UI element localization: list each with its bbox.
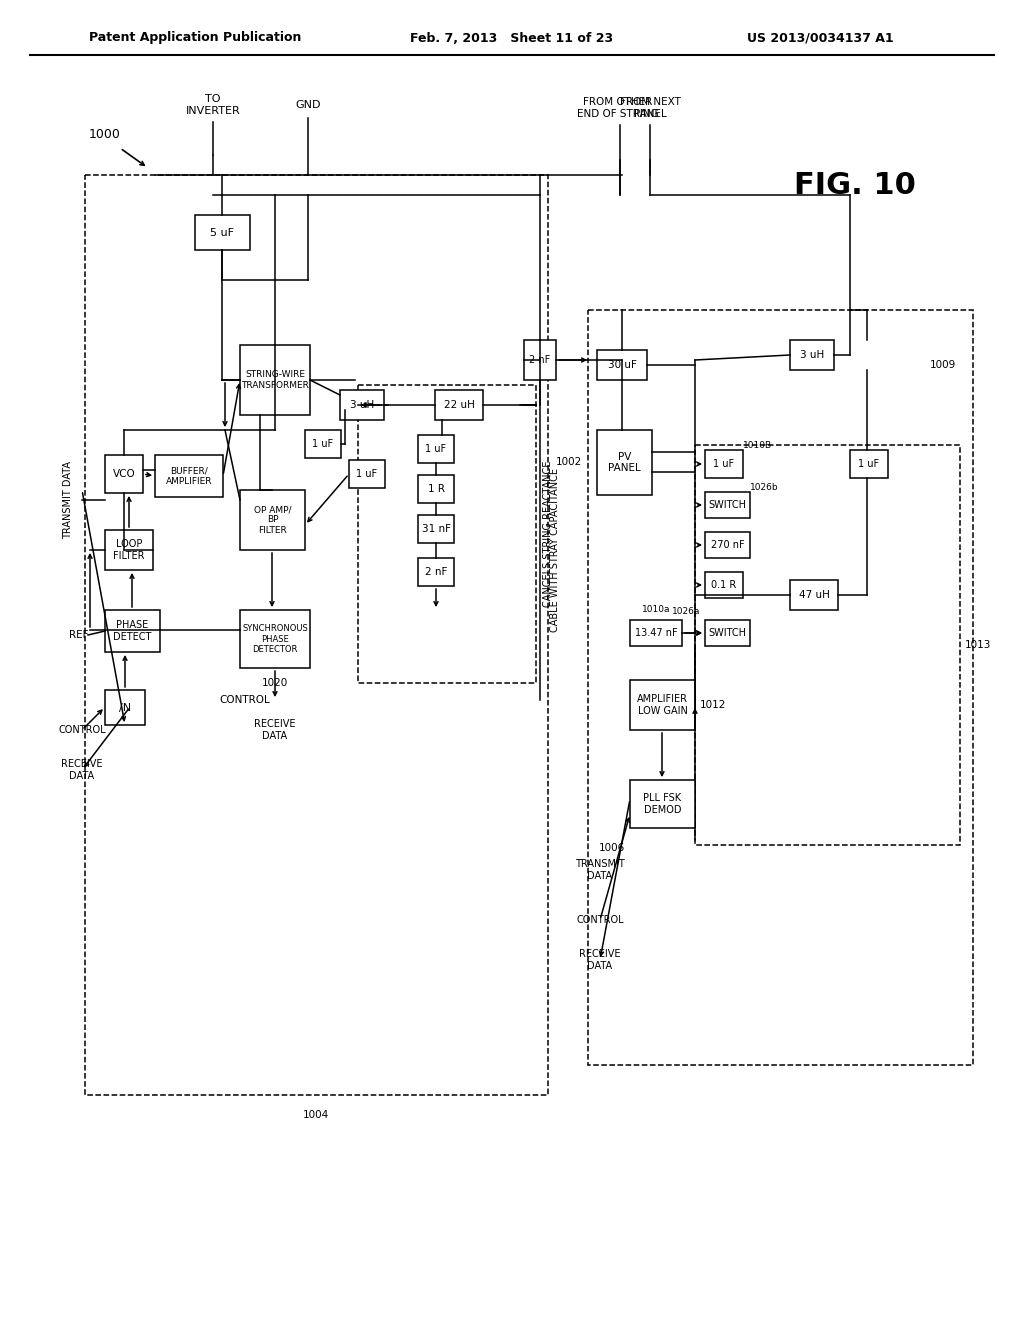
Bar (435, 389, 483, 420)
Text: 1 uF: 1 uF (714, 459, 734, 469)
Bar (418, 475, 454, 503)
Text: FIG. 10: FIG. 10 (794, 170, 915, 199)
Bar (705, 450, 743, 478)
Text: 1006: 1006 (599, 843, 625, 853)
Bar (695, 445, 961, 845)
Bar (418, 436, 454, 463)
Text: 1 uF: 1 uF (858, 459, 880, 469)
Bar (85, 176, 548, 1096)
Text: 3 uH: 3 uH (350, 400, 374, 411)
Bar (358, 385, 536, 682)
Text: LOOP
FILTER: LOOP FILTER (114, 539, 144, 561)
Text: RECEIVE
DATA: RECEIVE DATA (254, 719, 296, 741)
Bar (705, 532, 750, 558)
Text: RECEIVE
DATA: RECEIVE DATA (580, 949, 621, 970)
Text: 270 nF: 270 nF (711, 540, 744, 550)
Bar (105, 531, 153, 570)
Text: SYNCHRONOUS
PHASE
DETECTOR: SYNCHRONOUS PHASE DETECTOR (242, 624, 308, 653)
Bar (105, 610, 160, 652)
Text: 1 uF: 1 uF (356, 469, 378, 479)
Text: PV
PANEL: PV PANEL (608, 451, 641, 474)
Bar (418, 515, 454, 543)
Text: Patent Application Publication: Patent Application Publication (89, 32, 301, 45)
Text: BUFFER/
AMPLIFIER: BUFFER/ AMPLIFIER (166, 466, 212, 486)
Text: VCO: VCO (113, 469, 135, 479)
Bar (630, 780, 695, 828)
Text: /N: /N (119, 702, 131, 713)
Text: CABLE WITH STRAY CAPACITANCE: CABLE WITH STRAY CAPACITANCE (550, 469, 560, 632)
Text: CONTROL: CONTROL (58, 725, 105, 735)
Bar (240, 610, 310, 668)
Bar (105, 690, 145, 725)
Text: US 2013/0034137 A1: US 2013/0034137 A1 (746, 32, 893, 45)
Text: 1000: 1000 (89, 128, 121, 141)
Text: 1 uF: 1 uF (312, 440, 334, 449)
Text: 1002: 1002 (556, 457, 582, 467)
Text: 3 uH: 3 uH (800, 350, 824, 360)
Bar (630, 620, 682, 645)
Bar (630, 680, 695, 730)
Text: CONTROL: CONTROL (219, 696, 270, 705)
Text: 1 uF: 1 uF (425, 444, 446, 454)
Text: FROM NEXT
PANEL: FROM NEXT PANEL (620, 98, 680, 119)
Text: CANCELS STRING REACTANCE: CANCELS STRING REACTANCE (543, 461, 553, 607)
Bar (240, 490, 305, 550)
Text: SWITCH: SWITCH (709, 500, 746, 510)
Text: 2 nF: 2 nF (425, 568, 447, 577)
Text: 47 uH: 47 uH (799, 590, 829, 601)
Text: REF: REF (69, 630, 88, 640)
Bar (705, 572, 743, 598)
Text: TO
INVERTER: TO INVERTER (185, 94, 241, 116)
Text: SWITCH: SWITCH (709, 628, 746, 638)
Bar (705, 492, 750, 517)
Bar (240, 345, 310, 414)
Text: FROM OTHER
END OF STRING: FROM OTHER END OF STRING (578, 98, 658, 119)
Text: 13.47 nF: 13.47 nF (635, 628, 677, 638)
Text: PLL FSK
DEMOD: PLL FSK DEMOD (643, 793, 682, 814)
Text: 2 nF: 2 nF (529, 355, 551, 366)
Bar (340, 389, 384, 420)
Bar (597, 350, 647, 380)
Text: 1020: 1020 (262, 678, 288, 688)
Text: PHASE
DETECT: PHASE DETECT (114, 620, 152, 642)
Text: OP AMP/
BP
FILTER: OP AMP/ BP FILTER (254, 506, 291, 535)
Text: 1010B: 1010B (743, 441, 772, 450)
Text: RECEIVE
DATA: RECEIVE DATA (61, 759, 102, 781)
Bar (588, 310, 973, 1065)
Text: 0.1 R: 0.1 R (712, 579, 736, 590)
Text: 5 uF: 5 uF (211, 227, 234, 238)
Bar (105, 455, 143, 492)
Text: 1009: 1009 (930, 360, 956, 370)
Text: GND: GND (295, 100, 321, 110)
Text: AMPLIFIER
LOW GAIN: AMPLIFIER LOW GAIN (637, 694, 688, 715)
Text: 31 nF: 31 nF (422, 524, 451, 535)
Text: TRANSMIT
DATA: TRANSMIT DATA (575, 859, 625, 880)
Bar (305, 430, 341, 458)
Text: 1013: 1013 (965, 640, 991, 649)
Text: 1004: 1004 (303, 1110, 329, 1119)
Text: 1012: 1012 (700, 700, 726, 710)
Bar (790, 341, 834, 370)
Text: STRING-WIRE
TRANSFORMER: STRING-WIRE TRANSFORMER (241, 371, 309, 389)
Bar (597, 430, 652, 495)
Text: CONTROL: CONTROL (577, 915, 624, 925)
Bar (790, 579, 838, 610)
Text: Feb. 7, 2013   Sheet 11 of 23: Feb. 7, 2013 Sheet 11 of 23 (411, 32, 613, 45)
Text: 1 R: 1 R (427, 484, 444, 494)
Bar (349, 459, 385, 488)
Text: TRANSMIT DATA: TRANSMIT DATA (63, 461, 73, 539)
Bar (418, 558, 454, 586)
Text: 30 uF: 30 uF (607, 360, 637, 370)
Bar (705, 620, 750, 645)
Bar (850, 450, 888, 478)
Text: 1010a: 1010a (642, 606, 671, 615)
Text: 1026a: 1026a (672, 607, 700, 616)
Bar (155, 455, 223, 498)
Bar (524, 341, 556, 380)
Text: 22 uH: 22 uH (443, 400, 474, 411)
Text: 1026b: 1026b (750, 483, 778, 491)
Bar (195, 215, 250, 249)
